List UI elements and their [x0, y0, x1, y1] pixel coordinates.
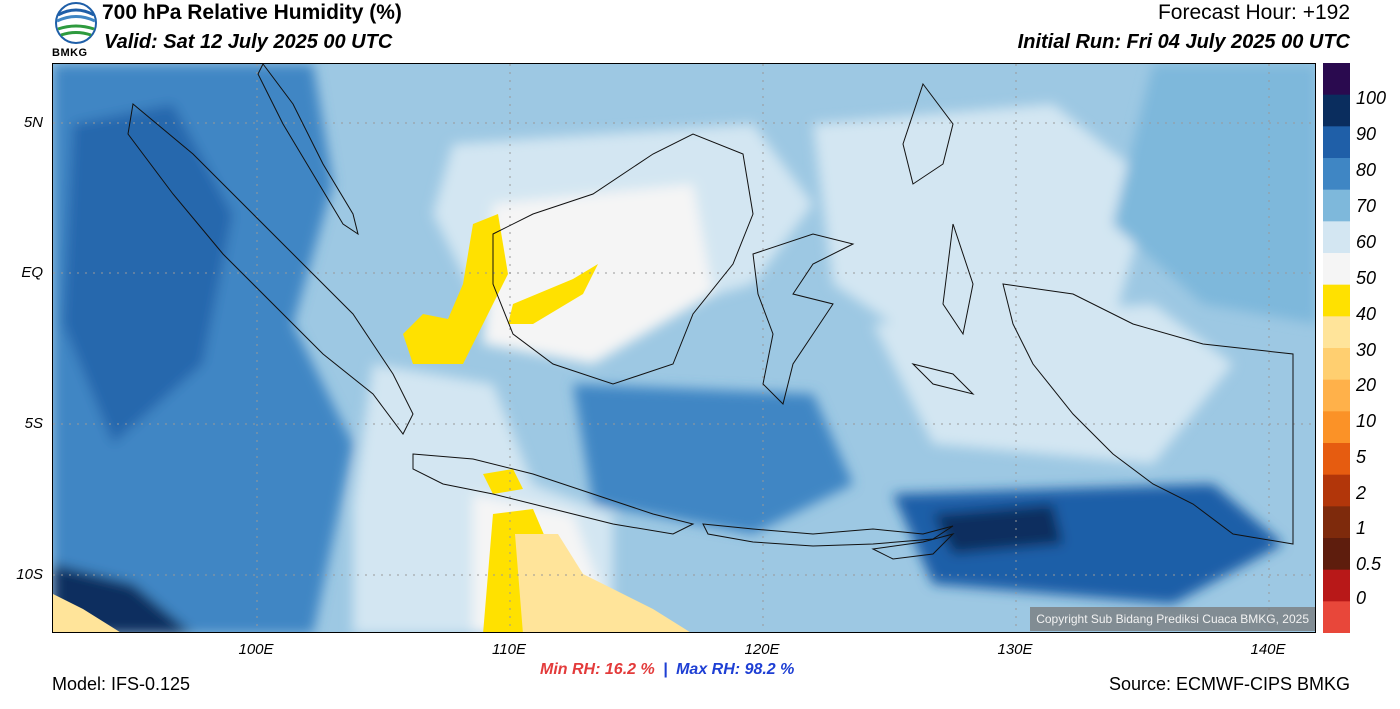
lat-label-5s: 5S [24, 415, 43, 432]
lon-label-140e: 140E [1250, 641, 1286, 658]
colorbar-tick-label: 0.5 [1356, 554, 1382, 574]
colorbar-tick-label: 100 [1356, 88, 1387, 108]
valid-time: Valid: Sat 12 July 2025 00 UTC [104, 31, 393, 53]
min-rh-value: 16.2 % [604, 661, 655, 678]
colorbar-tick-label: 40 [1356, 304, 1377, 324]
colorbar-segment [1323, 94, 1350, 127]
rh-stats: Min RH: 16.2 % | Max RH: 98.2 % [540, 661, 794, 679]
colorbar-segment [1323, 538, 1350, 571]
colorbar-tick-label: 1 [1356, 518, 1367, 538]
colorbar-segment [1323, 284, 1350, 317]
model-label: Model: IFS-0.125 [52, 674, 191, 694]
bmkg-logo [52, 1, 100, 61]
colorbar-segment [1323, 126, 1350, 159]
colorbar-segment [1323, 253, 1350, 286]
lon-label-120e: 120E [744, 641, 780, 658]
colorbar-tick-label: 50 [1356, 268, 1377, 288]
colorbar-tick-label: 60 [1356, 232, 1377, 252]
chart-title: 700 hPa Relative Humidity (%) [102, 1, 402, 24]
colorbar-segment [1323, 506, 1350, 539]
colorbar-segment [1323, 348, 1350, 381]
lat-label-5n: 5N [23, 114, 43, 131]
colorbar-tick-label: 10 [1356, 411, 1377, 431]
colorbar-tick-label: 80 [1356, 160, 1377, 180]
colorbar-segment [1323, 379, 1350, 412]
lat-label-eq: EQ [21, 264, 43, 281]
colorbar-segment [1323, 443, 1350, 476]
lon-label-100e: 100E [238, 641, 274, 658]
colorbar-tick-label: 20 [1356, 375, 1377, 395]
forecast-hour: Forecast Hour: +192 [1157, 1, 1350, 24]
colorbar-tick-label: 5 [1356, 447, 1367, 467]
colorbar-tick-label: 0 [1356, 588, 1367, 608]
colorbar-tick-label: 2 [1356, 483, 1367, 503]
source-label: Source: ECMWF-CIPS BMKG [1108, 674, 1350, 694]
colorbar-segment [1323, 569, 1350, 602]
colorbar-segment [1323, 221, 1350, 254]
copyright-note: Copyright Sub Bidang Prediksi Cuaca BMKG… [1030, 607, 1315, 631]
max-rh-label: Max RH: [676, 661, 741, 678]
lon-label-110e: 110E [492, 641, 526, 658]
stats-separator: | [663, 661, 668, 678]
colorbar-segment [1323, 601, 1350, 634]
colorbar-tick-label: 70 [1356, 196, 1377, 216]
lon-label-130e: 130E [997, 641, 1033, 658]
colorbar-segment [1323, 316, 1350, 349]
max-rh-value: 98.2 % [744, 661, 795, 678]
colorbar-segment [1323, 63, 1350, 96]
colorbar-segment [1323, 474, 1350, 507]
logo-text: BMKG [52, 47, 88, 59]
colorbar-segment [1323, 411, 1350, 444]
colorbar-tick-label: 30 [1356, 340, 1377, 360]
lat-label-10s: 10S [16, 566, 43, 583]
min-rh-label: Min RH: [540, 661, 601, 678]
humidity-map [52, 63, 1316, 633]
colorbar-segment [1323, 189, 1350, 222]
colorbar-tick-label: 90 [1356, 124, 1377, 144]
colorbar-segment [1323, 158, 1350, 191]
colorbar [1323, 63, 1350, 634]
initial-run: Initial Run: Fri 04 July 2025 00 UTC [1017, 31, 1350, 53]
